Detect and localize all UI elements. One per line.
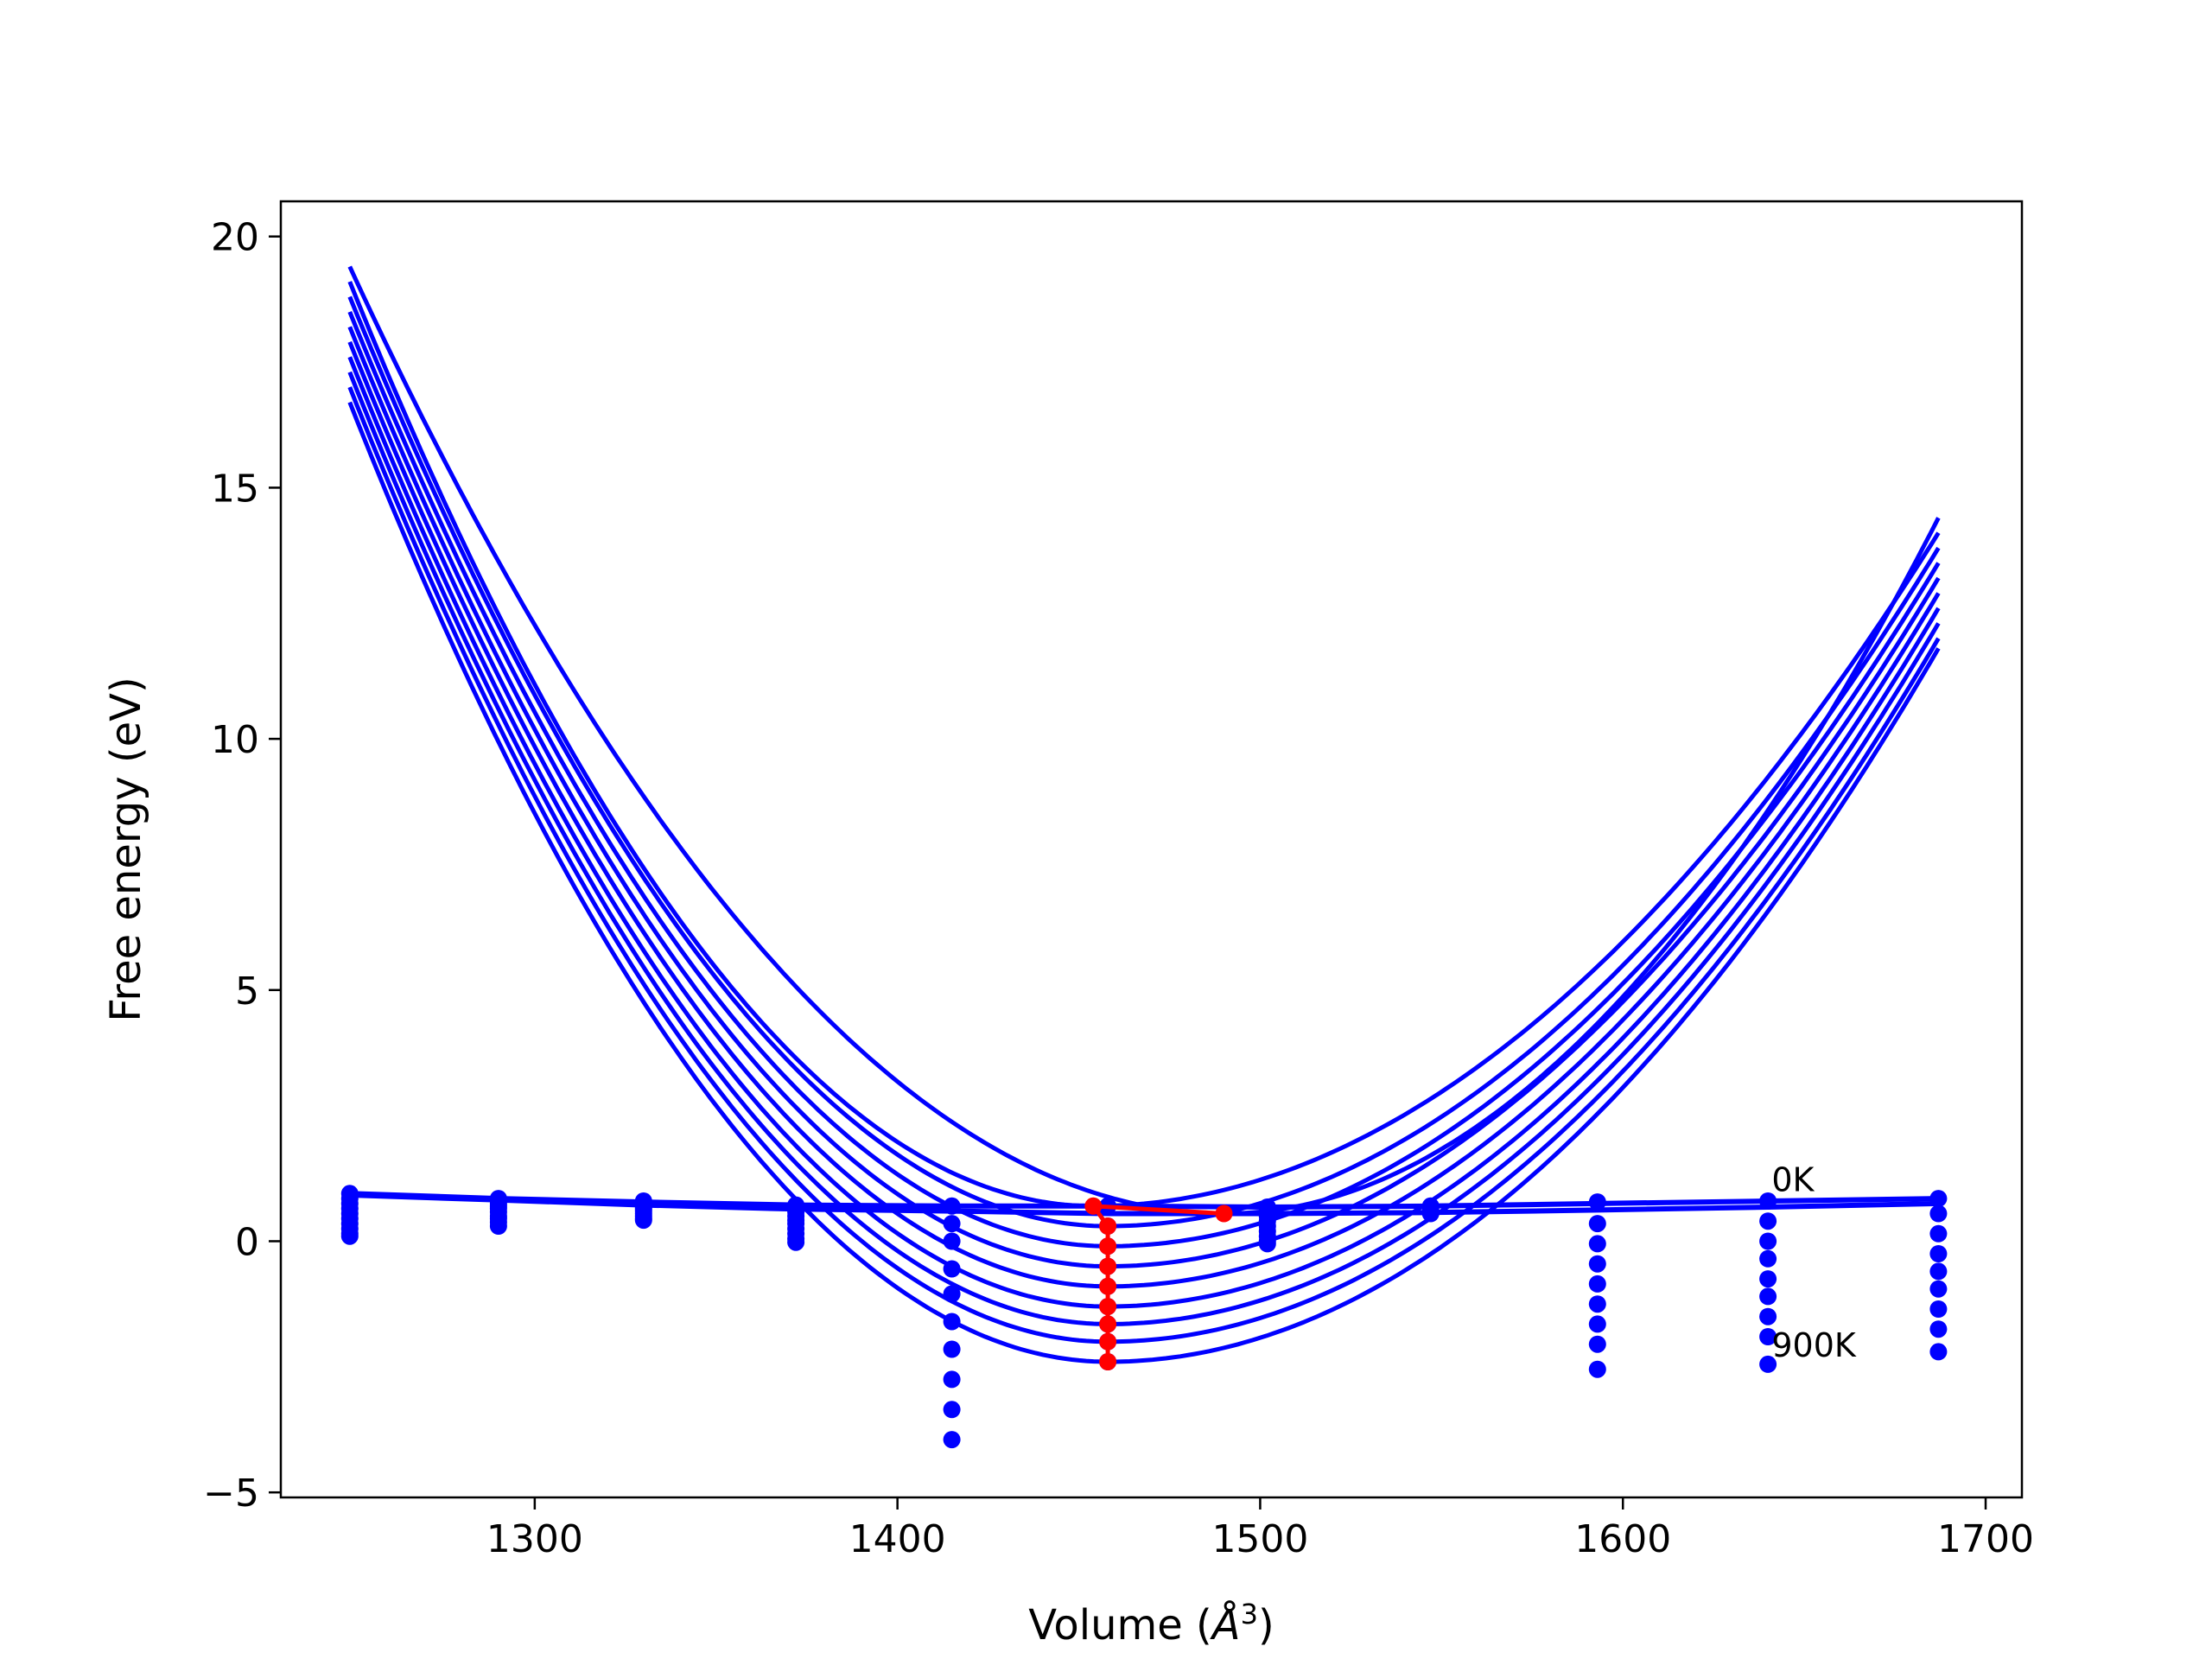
data-point — [943, 1215, 961, 1233]
y-tick-label: 10 — [211, 718, 259, 762]
data-point — [1929, 1262, 1948, 1281]
minimum-point — [1099, 1298, 1117, 1316]
minima-line — [1089, 1204, 1224, 1362]
data-point — [1929, 1190, 1948, 1208]
minimum-point — [1099, 1237, 1117, 1255]
y-tick-label: 0 — [235, 1220, 259, 1264]
data-point — [1929, 1245, 1948, 1262]
annotations: 0K 900K — [1771, 1160, 1857, 1364]
x-tick-label: 1500 — [1211, 1517, 1308, 1561]
data-point — [1929, 1343, 1948, 1361]
data-point — [1588, 1335, 1606, 1353]
data-point — [1588, 1274, 1606, 1293]
data-point — [1759, 1212, 1777, 1230]
data-point — [1588, 1215, 1606, 1233]
minimum-point — [1099, 1353, 1117, 1370]
data-point — [1929, 1205, 1948, 1223]
minimum-point — [1099, 1257, 1117, 1275]
data-point — [1759, 1192, 1777, 1210]
minima-path — [1084, 1197, 1233, 1370]
x-axis-label-sup: 3 — [1241, 1598, 1258, 1630]
fit-curve — [347, 356, 1941, 1309]
minimum-point — [1099, 1315, 1117, 1333]
data-point — [943, 1401, 961, 1419]
data-point — [1588, 1193, 1606, 1211]
data-point — [943, 1197, 961, 1215]
y-tick-label: −5 — [203, 1471, 259, 1516]
x-axis-ticks: 1300 1400 1500 1600 1700 — [486, 1497, 2034, 1561]
data-point — [943, 1370, 961, 1389]
data-point — [1759, 1270, 1777, 1288]
minimum-point — [1099, 1332, 1117, 1351]
data-point — [489, 1217, 507, 1235]
data-point — [1588, 1235, 1606, 1253]
data-point — [943, 1260, 961, 1278]
fit-curve — [347, 371, 1941, 1326]
data-point — [1759, 1307, 1777, 1325]
data-point — [943, 1340, 961, 1358]
data-point — [1588, 1295, 1606, 1313]
fit-curve — [347, 310, 1941, 1249]
y-tick-label: 15 — [211, 467, 259, 511]
y-tick-label: 5 — [235, 969, 259, 1014]
data-point — [1929, 1320, 1948, 1338]
x-tick-label: 1600 — [1574, 1517, 1671, 1561]
fit-curve — [347, 296, 1941, 1229]
fit-curve — [347, 326, 1941, 1269]
fit-curves — [347, 265, 1941, 1364]
data-point — [943, 1285, 961, 1303]
x-axis-label-after: ) — [1258, 1601, 1274, 1649]
data-point — [340, 1227, 359, 1245]
data-point — [1929, 1300, 1948, 1318]
data-point — [1759, 1287, 1777, 1306]
data-point — [634, 1211, 652, 1230]
minimum-point — [1099, 1277, 1117, 1295]
annotation-label: 900K — [1771, 1326, 1857, 1364]
data-point — [1929, 1224, 1948, 1243]
y-tick-label: 20 — [211, 216, 259, 260]
fit-curve — [347, 401, 1941, 1364]
data-point — [943, 1431, 961, 1449]
x-axis-label: Volume (Å3) — [1028, 1598, 1274, 1649]
minimum-point — [1099, 1217, 1117, 1235]
data-point — [1588, 1360, 1606, 1378]
data-point — [1588, 1315, 1606, 1333]
data-point — [1759, 1328, 1777, 1345]
data-point — [943, 1313, 961, 1331]
data-point — [1421, 1205, 1440, 1223]
data-point — [1929, 1280, 1948, 1298]
data-point — [1258, 1235, 1276, 1253]
y-axis-label: Free energy (eV) — [102, 677, 150, 1021]
data-point — [1759, 1355, 1777, 1373]
data-point — [943, 1232, 961, 1250]
data-point — [1759, 1249, 1777, 1268]
minimum-point — [1215, 1205, 1233, 1223]
data-point — [1588, 1255, 1606, 1273]
x-axis-label-italic: Å — [1210, 1600, 1241, 1649]
annotation-label: 0K — [1771, 1160, 1815, 1198]
y-axis-ticks: −5 0 5 10 15 20 — [203, 216, 281, 1516]
fit-curve — [347, 340, 1941, 1289]
fit-curve — [347, 281, 1941, 1209]
minimum-point — [1084, 1197, 1103, 1215]
x-tick-label: 1400 — [849, 1517, 946, 1561]
data-points — [340, 1185, 1948, 1449]
x-tick-label: 1300 — [486, 1517, 583, 1561]
fit-curve — [347, 386, 1941, 1344]
data-point — [1759, 1232, 1777, 1250]
data-point — [787, 1233, 805, 1251]
plot-frame — [279, 200, 2024, 1499]
x-tick-label: 1700 — [1937, 1517, 2034, 1561]
x-axis-label-before: Volume ( — [1028, 1601, 1212, 1649]
